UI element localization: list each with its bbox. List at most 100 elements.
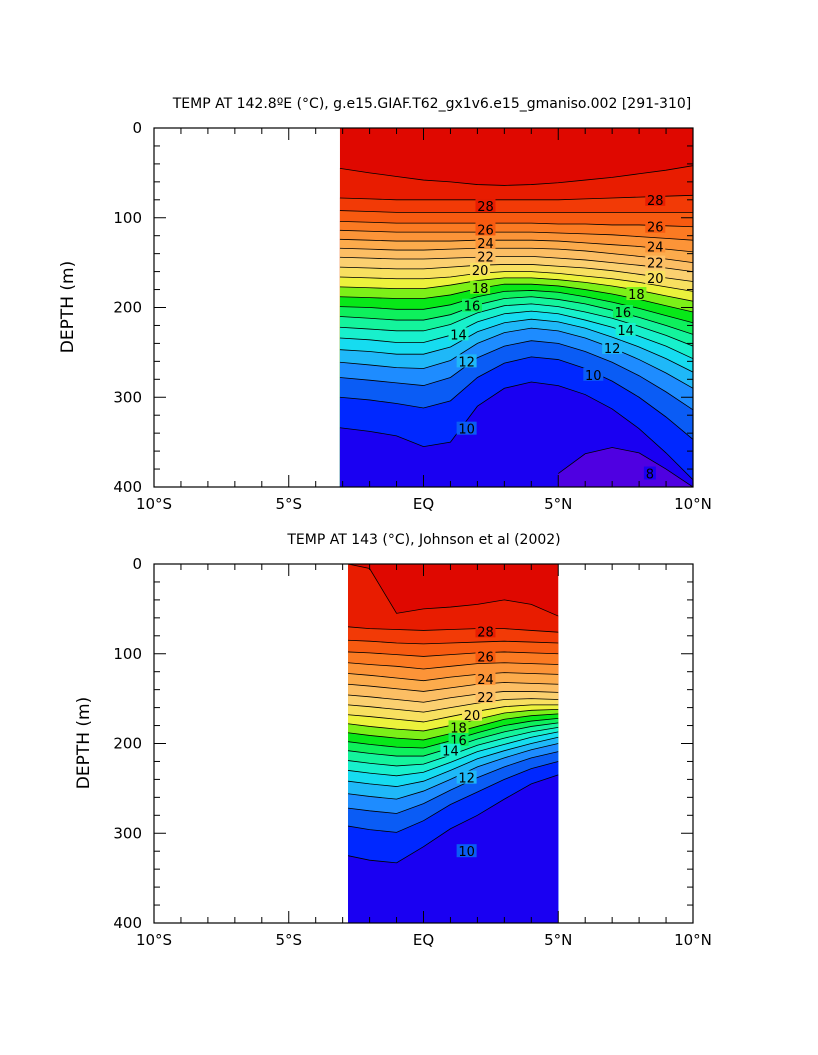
contour-label: 8 [646, 468, 654, 483]
contour-label: 10 [458, 423, 475, 438]
isotherm-10 [339, 356, 693, 440]
contour-label: 16 [464, 300, 481, 315]
contour-label-bg [475, 689, 496, 703]
contour-label-bg [475, 649, 496, 663]
bottom-panel: TEMP AT 143 (°C), Johnson et al (2002) D… [74, 532, 712, 949]
contour-label: 24 [647, 240, 664, 255]
contour-label-bg [448, 720, 469, 734]
y-tick-label: 0 [132, 555, 142, 573]
isotherm-29 [347, 564, 559, 617]
isotherm-11 [339, 340, 693, 411]
x-tick-label: 5°N [544, 495, 572, 513]
contour-label: 18 [472, 282, 489, 297]
isotherm-8 [558, 447, 693, 487]
contour-label-bg [456, 354, 477, 368]
isotherm-10 [347, 761, 559, 833]
contour-label: 22 [477, 250, 494, 265]
contour-label: 14 [450, 328, 467, 343]
contour-label: 16 [615, 306, 632, 321]
contour-label: 28 [647, 194, 664, 209]
contour-label-bg [645, 219, 666, 233]
y-tick-label: 100 [113, 209, 142, 227]
contour-label-bg [645, 239, 666, 253]
contour-label-bg [602, 340, 623, 354]
x-tick-label: 10°S [136, 495, 172, 513]
top-temperature-fills [339, 128, 693, 487]
contour-label-bg [456, 421, 477, 435]
top-axis-ticks [153, 127, 694, 488]
contour-label-bg [643, 466, 656, 480]
contour-label: 20 [472, 264, 489, 279]
contour-label: 14 [617, 324, 634, 339]
x-tick-label: EQ [413, 931, 434, 949]
y-tick-label: 0 [132, 119, 142, 137]
x-tick-label: 5°S [275, 931, 302, 949]
contour-label: 12 [458, 772, 475, 787]
contour-label: 10 [585, 369, 602, 384]
contour-label-bg [475, 235, 496, 249]
x-tick-label: EQ [413, 495, 434, 513]
contour-label-bg [645, 270, 666, 284]
contour-label: 10 [458, 845, 475, 860]
isotherm-29 [339, 165, 693, 186]
contour-label: 28 [477, 625, 494, 640]
y-tick-label: 300 [113, 824, 142, 842]
top-x-tick-labels: 10°S 5°S EQ 5°N 10°N [136, 495, 712, 513]
top-y-tick-labels: 0 100 200 300 400 [113, 119, 142, 496]
contour-label: 26 [477, 223, 494, 238]
temperature-band [558, 447, 693, 487]
contour-label: 28 [477, 200, 494, 215]
x-tick-label: 10°N [674, 495, 712, 513]
y-tick-label: 200 [113, 299, 142, 317]
isotherm-21 [348, 698, 559, 713]
isotherm-20 [339, 271, 693, 292]
contour-label-bg [470, 280, 491, 294]
contour-label-bg [583, 367, 604, 381]
contour-label-bg [645, 255, 666, 269]
contour-label-bg [645, 192, 666, 206]
temperature-band [348, 774, 559, 923]
contour-label: 12 [604, 342, 621, 357]
contour-label-bg [448, 732, 469, 746]
isotherm-25 [339, 229, 693, 241]
y-tick-label: 200 [113, 735, 142, 753]
contour-label-bg [475, 222, 496, 236]
isotherm-13 [347, 736, 559, 787]
isotherm-12 [339, 327, 693, 389]
y-tick-label: 100 [113, 645, 142, 663]
contour-label-bg [626, 287, 647, 301]
top-panel: TEMP AT 142.8ºE (°C), g.e15.GIAF.T62_gx1… [58, 96, 712, 513]
bottom-y-tick-labels: 0 100 200 300 400 [113, 555, 142, 932]
isotherm-22 [339, 255, 693, 272]
contour-label: 26 [477, 650, 494, 665]
contour-label-bg [612, 304, 633, 318]
isotherm-17 [339, 290, 693, 324]
contour-label-bg [462, 298, 483, 312]
isotherm-9 [347, 774, 559, 864]
isotherm-20 [348, 704, 559, 723]
contour-label: 20 [464, 709, 481, 724]
y-tick-label: 400 [113, 914, 142, 932]
isotherm-14 [347, 731, 559, 777]
contour-label: 12 [458, 355, 475, 370]
contour-label: 22 [647, 257, 664, 272]
y-tick-label: 300 [113, 388, 142, 406]
isotherm-27 [339, 210, 693, 213]
isotherm-12 [347, 743, 559, 800]
x-tick-label: 10°S [136, 931, 172, 949]
contour-label-bg [440, 743, 461, 757]
contour-label-bg [475, 624, 496, 638]
x-tick-label: 5°N [544, 931, 572, 949]
contour-label: 24 [477, 673, 494, 688]
contour-label: 26 [647, 221, 664, 236]
bottom-x-tick-labels: 10°S 5°S EQ 5°N 10°N [136, 931, 712, 949]
contour-label: 20 [647, 272, 664, 287]
top-contour-lines [339, 165, 693, 487]
contour-label: 18 [628, 288, 645, 303]
isotherm-24 [348, 672, 559, 682]
isotherm-23 [348, 682, 559, 692]
contour-label: 18 [450, 721, 467, 736]
contour-label-bg [456, 844, 477, 858]
contour-label-bg [475, 671, 496, 685]
